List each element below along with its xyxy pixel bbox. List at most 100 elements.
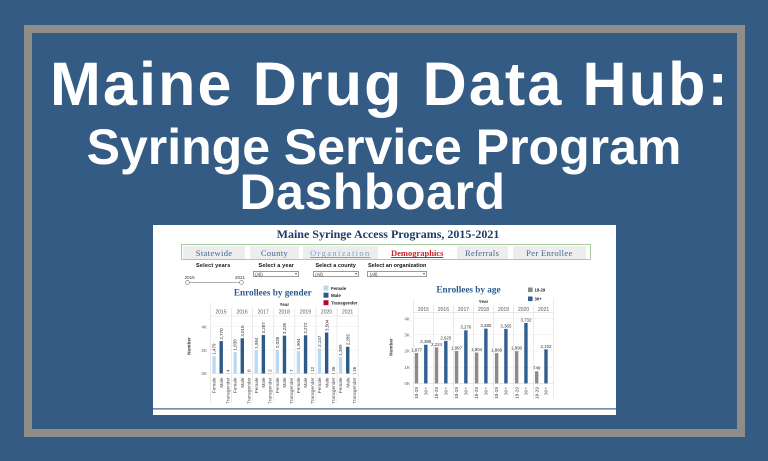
- svg-text:Transgender: Transgender: [331, 377, 336, 404]
- svg-text:Female: Female: [233, 377, 238, 393]
- svg-text:2019: 2019: [300, 310, 311, 316]
- svg-text:30+: 30+: [544, 387, 549, 395]
- svg-text:2020: 2020: [518, 307, 529, 313]
- svg-text:Transgender: Transgender: [268, 377, 273, 404]
- svg-text:Transgender: Transgender: [331, 301, 358, 306]
- svg-text:7: 7: [289, 369, 294, 372]
- svg-text:Female: Female: [212, 377, 217, 393]
- svg-text:Female: Female: [338, 377, 343, 393]
- svg-text:30+: 30+: [463, 387, 468, 395]
- svg-text:1,479: 1,479: [212, 343, 217, 355]
- svg-text:2021: 2021: [538, 307, 549, 313]
- svg-text:3,732: 3,732: [520, 317, 532, 322]
- svg-text:2016: 2016: [438, 307, 449, 313]
- svg-text:Female: Female: [317, 377, 322, 393]
- svg-text:18-29: 18-29: [414, 387, 419, 399]
- svg-text:Enrollees by gender: Enrollees by gender: [234, 288, 312, 298]
- svg-text:Year: Year: [279, 302, 289, 307]
- svg-text:Female: Female: [296, 377, 301, 393]
- svg-text:1,838: 1,838: [233, 339, 238, 351]
- svg-text:Transgender: Transgender: [289, 377, 294, 404]
- svg-text:2018: 2018: [478, 307, 489, 313]
- svg-text:2,224: 2,224: [431, 342, 443, 347]
- svg-text:1,866: 1,866: [491, 348, 503, 353]
- svg-text:2019: 2019: [498, 307, 509, 313]
- svg-text:Transgender: Transgender: [310, 377, 315, 404]
- svg-text:3,365: 3,365: [500, 323, 512, 328]
- svg-text:Male: Male: [282, 377, 287, 388]
- svg-text:2015: 2015: [418, 307, 429, 313]
- svg-text:18-29: 18-29: [434, 387, 439, 399]
- svg-text:Male: Male: [331, 293, 341, 298]
- svg-text:4K: 4K: [201, 324, 208, 329]
- svg-text:Number: Number: [187, 337, 192, 355]
- svg-text:Enrollees by age: Enrollees by age: [436, 285, 500, 295]
- svg-text:1,877: 1,877: [411, 347, 423, 352]
- svg-text:30+: 30+: [483, 387, 488, 395]
- svg-text:Male: Male: [324, 377, 329, 388]
- svg-text:Number: Number: [389, 338, 394, 356]
- svg-text:3,380: 3,380: [480, 323, 492, 328]
- svg-text:30+: 30+: [504, 387, 509, 395]
- svg-text:2,038: 2,038: [275, 336, 280, 348]
- svg-text:Female: Female: [331, 286, 347, 291]
- svg-text:4: 4: [226, 369, 231, 372]
- svg-text:1K: 1K: [404, 365, 411, 370]
- svg-text:Male: Male: [261, 377, 266, 388]
- svg-text:2,625: 2,625: [440, 335, 452, 340]
- svg-text:30+: 30+: [535, 297, 543, 302]
- svg-text:Transgender: Transgender: [226, 377, 231, 404]
- svg-text:Transgender: Transgender: [247, 377, 252, 404]
- svg-text:1,389: 1,389: [338, 344, 343, 356]
- svg-text:Female: Female: [275, 377, 280, 393]
- svg-text:18-29: 18-29: [474, 387, 479, 399]
- svg-text:0K: 0K: [201, 371, 208, 376]
- svg-text:30+: 30+: [443, 387, 448, 395]
- svg-text:18-29: 18-29: [454, 387, 459, 399]
- svg-text:0: 0: [247, 369, 252, 372]
- svg-text:36: 36: [331, 366, 336, 372]
- svg-text:3,272: 3,272: [303, 322, 308, 334]
- svg-text:2,770: 2,770: [219, 328, 224, 340]
- svg-text:2: 2: [268, 369, 273, 372]
- svg-text:1,990: 1,990: [511, 346, 523, 351]
- svg-text:Male: Male: [303, 377, 308, 388]
- svg-text:1,904: 1,904: [296, 338, 301, 350]
- svg-text:1,904: 1,904: [471, 347, 483, 352]
- svg-text:2,385: 2,385: [420, 339, 432, 344]
- svg-text:Female: Female: [254, 377, 259, 393]
- svg-text:Male: Male: [345, 377, 350, 388]
- svg-text:12: 12: [310, 366, 315, 372]
- svg-text:1,984: 1,984: [254, 337, 259, 349]
- svg-text:4K: 4K: [404, 316, 411, 321]
- svg-text:3K: 3K: [404, 333, 411, 338]
- svg-text:18-29: 18-29: [534, 387, 539, 399]
- svg-text:Transgender: Transgender: [352, 377, 357, 404]
- svg-text:2015: 2015: [215, 310, 226, 316]
- svg-text:2017: 2017: [458, 307, 469, 313]
- svg-text:18-29: 18-29: [514, 387, 519, 399]
- svg-text:Male: Male: [219, 377, 224, 388]
- svg-text:18-29: 18-29: [494, 387, 499, 399]
- svg-text:3,235: 3,235: [282, 322, 287, 334]
- svg-text:2,102: 2,102: [540, 344, 552, 349]
- svg-text:2,285: 2,285: [345, 334, 350, 346]
- svg-text:3,504: 3,504: [324, 319, 329, 331]
- svg-text:3,287: 3,287: [261, 322, 266, 334]
- svg-text:2021: 2021: [342, 310, 353, 316]
- svg-text:2K: 2K: [404, 349, 411, 354]
- svg-text:Year: Year: [479, 299, 489, 304]
- svg-text:2018: 2018: [279, 310, 290, 316]
- svg-text:30+: 30+: [423, 387, 428, 395]
- svg-text:26: 26: [352, 366, 357, 372]
- svg-text:3,276: 3,276: [460, 325, 472, 330]
- svg-text:2,147: 2,147: [317, 335, 322, 347]
- svg-text:2017: 2017: [258, 310, 269, 316]
- svg-text:0K: 0K: [404, 381, 411, 386]
- svg-text:749: 749: [533, 366, 541, 371]
- svg-text:2016: 2016: [237, 310, 248, 316]
- svg-text:2020: 2020: [321, 310, 332, 316]
- svg-text:3,010: 3,010: [240, 325, 245, 337]
- svg-text:1,997: 1,997: [451, 345, 463, 350]
- svg-text:2K: 2K: [201, 348, 208, 353]
